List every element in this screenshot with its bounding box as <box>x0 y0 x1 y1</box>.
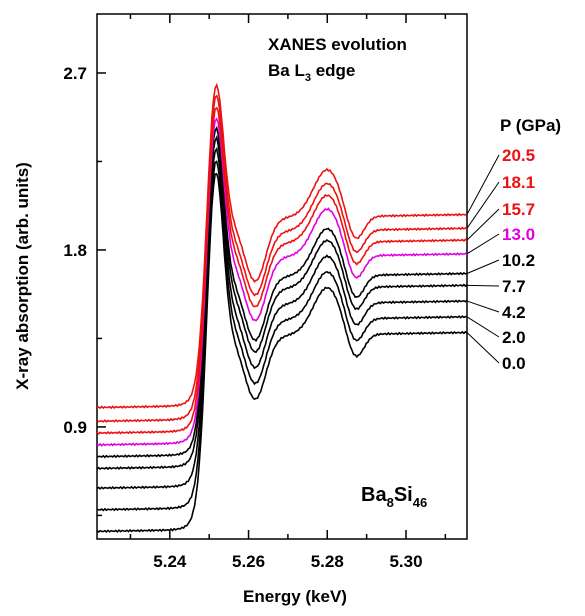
y-tick-label: 2.7 <box>63 64 87 83</box>
x-tick-labels: 5.24 5.26 5.28 5.30 <box>153 552 422 571</box>
legend-leader <box>466 259 500 274</box>
sample-label-a-sub: 8 <box>387 495 394 510</box>
legend-leader <box>466 154 500 215</box>
legend-leader <box>466 284 500 287</box>
sample-label: Ba8Si46 <box>361 484 427 510</box>
legend-leader <box>466 300 500 313</box>
series-line <box>96 146 468 490</box>
legend-pressure-label: 0.0 <box>502 354 526 373</box>
plot-frame <box>96 13 468 540</box>
axis-ticks <box>97 14 447 539</box>
edge-annotation-sub: 3 <box>305 72 311 84</box>
legend-leader <box>466 181 500 229</box>
edge-annotation: Ba L3 edge <box>268 61 355 84</box>
pressure-legend: 0.0 2.0 4.2 7.7 10.2 13.0 15.7 18.1 20.5 <box>466 146 535 373</box>
legend-leader <box>466 316 500 338</box>
x-tick-label: 5.30 <box>389 552 422 571</box>
y-axis-label: X-ray absorption (arb. units) <box>13 162 32 390</box>
edge-annotation-suffix: edge <box>311 61 355 80</box>
series-line <box>96 172 468 534</box>
series-line <box>96 160 468 512</box>
x-tick-label: 5.24 <box>153 552 187 571</box>
y-tick-label: 1.8 <box>63 241 87 260</box>
x-tick-label: 5.26 <box>232 552 265 571</box>
legend-leader <box>466 233 500 255</box>
x-axis-label: Energy (keV) <box>243 587 347 606</box>
legend-pressure-label: 10.2 <box>502 251 535 270</box>
annotation-title: XANES evolution <box>268 35 407 54</box>
series-line <box>96 106 468 435</box>
y-tick-label: 0.9 <box>63 418 87 437</box>
series-line <box>96 134 468 471</box>
legend-pressure-label: 7.7 <box>502 277 526 296</box>
legend-pressure-label: 18.1 <box>502 173 535 192</box>
legend-pressure-label: 2.0 <box>502 328 526 347</box>
legend-header: P (GPa) <box>500 116 561 135</box>
edge-annotation-prefix: Ba L <box>268 61 305 80</box>
x-tick-label: 5.28 <box>311 552 344 571</box>
series-line <box>96 125 468 459</box>
legend-pressure-label: 15.7 <box>502 200 535 219</box>
legend-pressure-label: 13.0 <box>502 225 535 244</box>
series-curves <box>96 82 468 534</box>
legend-pressure-label: 4.2 <box>502 303 526 322</box>
legend-pressure-label: 20.5 <box>502 146 535 165</box>
sample-label-b-sub: 46 <box>413 495 427 510</box>
series-line <box>96 94 468 423</box>
sample-label-a: Ba <box>361 484 387 506</box>
y-tick-labels: 0.9 1.8 2.7 <box>63 64 87 437</box>
legend-leader <box>466 332 500 364</box>
legend-leader <box>466 208 500 241</box>
sample-label-b: Si <box>394 484 413 506</box>
series-line <box>96 82 468 410</box>
series-line <box>96 117 468 447</box>
